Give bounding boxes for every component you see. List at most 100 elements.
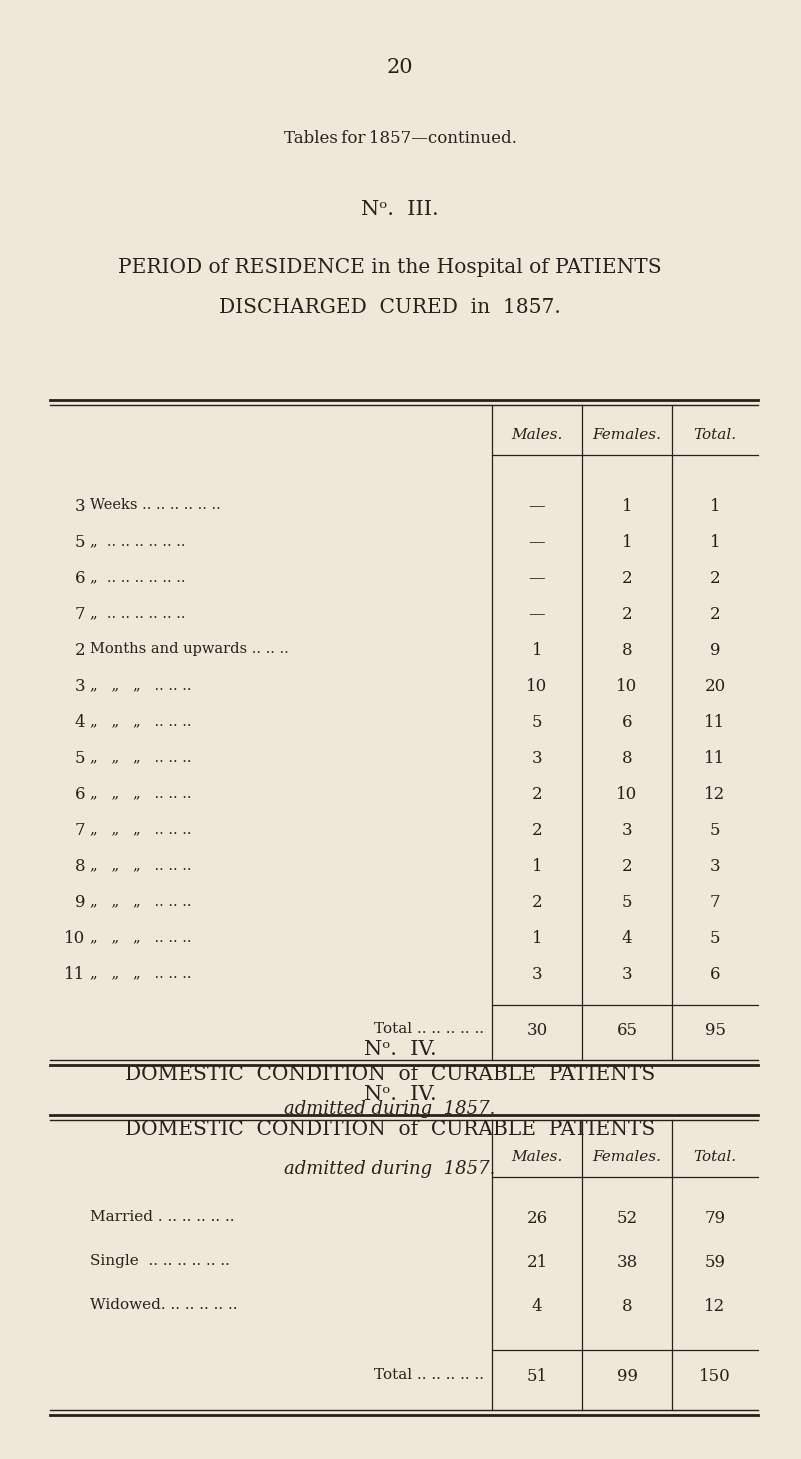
Text: 1: 1 — [622, 498, 632, 515]
Text: 9: 9 — [74, 894, 85, 910]
Text: 8: 8 — [74, 858, 85, 875]
Text: 38: 38 — [617, 1253, 638, 1271]
Text: „   „   „   .. .. ..: „ „ „ .. .. .. — [90, 966, 191, 980]
Text: 5: 5 — [710, 929, 720, 947]
Text: 20: 20 — [704, 678, 726, 694]
Text: PERIOD of RESIDENCE in the Hospital of PATIENTS: PERIOD of RESIDENCE in the Hospital of P… — [119, 258, 662, 277]
Text: —: — — [529, 605, 545, 623]
Text: 5: 5 — [74, 750, 85, 767]
Text: 21: 21 — [526, 1253, 548, 1271]
Text: 7: 7 — [74, 605, 85, 623]
Text: 6: 6 — [622, 713, 632, 731]
Text: „   „   „   .. .. ..: „ „ „ .. .. .. — [90, 678, 191, 692]
Text: Nᵒ.  IV.: Nᵒ. IV. — [364, 1040, 437, 1059]
Text: 52: 52 — [617, 1210, 638, 1227]
Text: 1: 1 — [710, 534, 720, 552]
Text: Nᵒ.  IV.: Nᵒ. IV. — [364, 1085, 437, 1104]
Text: Single  .. .. .. .. .. ..: Single .. .. .. .. .. .. — [90, 1253, 230, 1268]
Text: Tables for 1857—continued.: Tables for 1857—continued. — [284, 130, 517, 147]
Text: 79: 79 — [704, 1210, 726, 1227]
Text: 99: 99 — [617, 1369, 638, 1385]
Text: admitted during  1857.: admitted during 1857. — [284, 1160, 496, 1177]
Text: 10: 10 — [617, 786, 638, 802]
Text: 5: 5 — [622, 894, 632, 910]
Text: Males.: Males. — [511, 427, 562, 442]
Text: Males.: Males. — [511, 1150, 562, 1164]
Text: —: — — [529, 534, 545, 552]
Text: 5: 5 — [532, 713, 542, 731]
Text: 2: 2 — [710, 570, 720, 587]
Text: 5: 5 — [710, 821, 720, 839]
Text: 3: 3 — [710, 858, 720, 875]
Text: 8: 8 — [622, 750, 632, 767]
Text: „   „   „   .. .. ..: „ „ „ .. .. .. — [90, 786, 191, 800]
Text: „  .. .. .. .. .. ..: „ .. .. .. .. .. .. — [90, 605, 186, 620]
Text: 2: 2 — [622, 858, 632, 875]
Text: DISCHARGED  CURED  in  1857.: DISCHARGED CURED in 1857. — [219, 298, 561, 317]
Text: —: — — [529, 498, 545, 515]
Text: Married . .. .. .. .. ..: Married . .. .. .. .. .. — [90, 1210, 235, 1224]
Text: 11: 11 — [704, 750, 726, 767]
Text: 1: 1 — [532, 858, 542, 875]
Text: „   „   „   .. .. ..: „ „ „ .. .. .. — [90, 929, 191, 944]
Text: Widowed. .. .. .. .. ..: Widowed. .. .. .. .. .. — [90, 1299, 238, 1312]
Text: 59: 59 — [705, 1253, 726, 1271]
Text: 1: 1 — [710, 498, 720, 515]
Text: 51: 51 — [526, 1369, 548, 1385]
Text: 12: 12 — [704, 786, 726, 802]
Text: 5: 5 — [74, 534, 85, 552]
Text: Females.: Females. — [593, 427, 662, 442]
Text: Total.: Total. — [694, 427, 737, 442]
Text: 8: 8 — [622, 642, 632, 659]
Text: 2: 2 — [622, 605, 632, 623]
Text: 1: 1 — [532, 929, 542, 947]
Text: 10: 10 — [617, 678, 638, 694]
Text: 30: 30 — [526, 1021, 548, 1039]
Text: 2: 2 — [532, 786, 542, 802]
Text: 6: 6 — [74, 786, 85, 802]
Text: 4: 4 — [74, 713, 85, 731]
Text: „   „   „   .. .. ..: „ „ „ .. .. .. — [90, 750, 191, 765]
Text: 150: 150 — [699, 1369, 731, 1385]
Text: DOMESTIC  CONDITION  of  CURABLE  PATIENTS: DOMESTIC CONDITION of CURABLE PATIENTS — [125, 1065, 655, 1084]
Text: „   „   „   .. .. ..: „ „ „ .. .. .. — [90, 821, 191, 836]
Text: DOMESTIC  CONDITION  of  CURABLE  PATIENTS: DOMESTIC CONDITION of CURABLE PATIENTS — [125, 1121, 655, 1139]
Text: „  .. .. .. .. .. ..: „ .. .. .. .. .. .. — [90, 570, 186, 584]
Text: admitted during  1857.: admitted during 1857. — [284, 1100, 496, 1118]
Text: 10: 10 — [64, 929, 85, 947]
Text: —: — — [529, 570, 545, 587]
Text: 3: 3 — [74, 498, 85, 515]
Text: „   „   „   .. .. ..: „ „ „ .. .. .. — [90, 858, 191, 872]
Text: 1: 1 — [532, 642, 542, 659]
Text: 6: 6 — [74, 570, 85, 587]
Text: 2: 2 — [532, 821, 542, 839]
Text: 95: 95 — [705, 1021, 726, 1039]
Text: Nᵒ.  III.: Nᵒ. III. — [361, 200, 439, 219]
Text: 11: 11 — [704, 713, 726, 731]
Text: 4: 4 — [622, 929, 632, 947]
Text: Weeks .. .. .. .. .. ..: Weeks .. .. .. .. .. .. — [90, 498, 221, 512]
Text: 3: 3 — [532, 750, 542, 767]
Text: „   „   „   .. .. ..: „ „ „ .. .. .. — [90, 713, 191, 728]
Text: 6: 6 — [710, 966, 720, 983]
Text: 2: 2 — [710, 605, 720, 623]
Text: 65: 65 — [617, 1021, 638, 1039]
Text: 7: 7 — [74, 821, 85, 839]
Text: 10: 10 — [526, 678, 548, 694]
Text: Months and upwards .. .. ..: Months and upwards .. .. .. — [90, 642, 288, 657]
Text: Females.: Females. — [593, 1150, 662, 1164]
Text: Total.: Total. — [694, 1150, 737, 1164]
Text: 2: 2 — [622, 570, 632, 587]
Text: 7: 7 — [710, 894, 720, 910]
Text: 11: 11 — [64, 966, 85, 983]
Text: 20: 20 — [387, 58, 413, 77]
Text: Total .. .. .. .. ..: Total .. .. .. .. .. — [374, 1369, 484, 1382]
Text: 2: 2 — [74, 642, 85, 659]
Text: 12: 12 — [704, 1299, 726, 1315]
Text: 3: 3 — [532, 966, 542, 983]
Text: 3: 3 — [622, 966, 632, 983]
Text: 8: 8 — [622, 1299, 632, 1315]
Text: „  .. .. .. .. .. ..: „ .. .. .. .. .. .. — [90, 534, 186, 549]
Text: Total .. .. .. .. ..: Total .. .. .. .. .. — [374, 1021, 484, 1036]
Text: 3: 3 — [622, 821, 632, 839]
